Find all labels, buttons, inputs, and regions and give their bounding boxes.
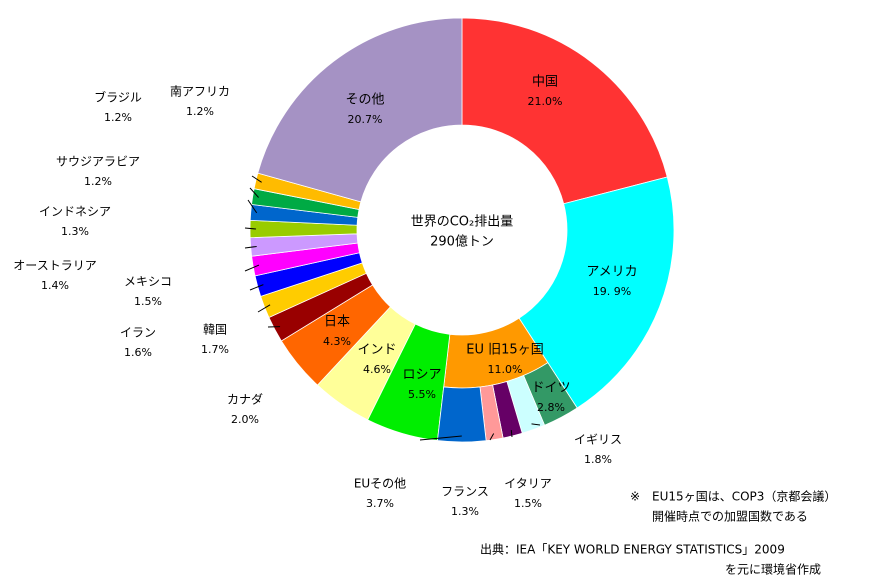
value-label: 2.8% — [537, 401, 565, 414]
slice-label: 日本 — [324, 315, 350, 330]
slice-label: EU 旧15ヶ国 — [466, 343, 543, 358]
sub-slice — [436, 386, 487, 443]
slice-label: イギリス — [574, 433, 622, 447]
slice-label: イタリア — [504, 477, 552, 491]
value-label: 21.0% — [528, 95, 563, 108]
value-label: 1.2% — [104, 111, 132, 124]
value-label: 1.8% — [584, 453, 612, 466]
slice-label: カナダ — [227, 392, 263, 407]
value-label: 1.2% — [186, 105, 214, 118]
center-value: 290億トン — [430, 234, 494, 250]
value-label: 1.5% — [514, 497, 542, 510]
value-label: 5.5% — [408, 388, 436, 401]
leader-line — [244, 227, 257, 230]
source: 出典：IEA「KEY WORLD ENERGY STATISTICS」2009 — [480, 543, 785, 557]
slice-label: 韓国 — [203, 323, 227, 337]
leader-line — [489, 433, 495, 441]
slice-label: ブラジル — [94, 90, 142, 105]
slice-label: ロシア — [402, 368, 441, 383]
slice-label: その他 — [345, 93, 384, 108]
leader-line — [244, 245, 257, 249]
slice — [461, 17, 668, 205]
leader-line — [244, 264, 260, 272]
value-label: 1.3% — [451, 505, 479, 518]
value-label: 1.3% — [61, 225, 89, 238]
leader-line — [257, 304, 271, 313]
note: ※ EU15ヶ国は、COP3（京都会議） — [630, 490, 836, 504]
slice-label: メキシコ — [124, 275, 172, 289]
slice-label: ドイツ — [531, 381, 570, 396]
value-label: 3.7% — [366, 497, 394, 510]
value-label: 1.5% — [134, 295, 162, 308]
slice-label: 南アフリカ — [170, 84, 230, 99]
slice-label: オーストラリア — [13, 259, 96, 273]
source: を元に環境省作成 — [725, 562, 821, 577]
slice-label: インドネシア — [39, 205, 111, 219]
value-label: 4.3% — [323, 335, 351, 348]
leader-line — [249, 284, 264, 291]
leader-line — [247, 199, 258, 214]
slice-label: EUその他 — [354, 477, 406, 491]
slice-label: 中国 — [532, 75, 558, 90]
center-title: 世界のCO₂排出量 — [411, 215, 514, 230]
slice-label: インド — [357, 343, 396, 358]
value-label: 11.0% — [488, 363, 523, 376]
leader-line — [249, 187, 259, 198]
value-label: 2.0% — [231, 413, 259, 426]
labels: 中国 21.0% アメリカ 19. 9% EU 旧15ヶ国 11.0% ロシア 5.5% インド… — [13, 75, 637, 519]
slice — [518, 176, 675, 409]
slice — [257, 17, 463, 203]
slice-label: イラン — [120, 326, 156, 340]
slice-label: サウジアラビア — [56, 155, 140, 169]
leader-line — [251, 175, 262, 183]
leader-line — [510, 429, 513, 438]
slice-label: アメリカ — [586, 265, 637, 280]
value-label: 4.6% — [363, 363, 391, 376]
slice-label: フランス — [441, 485, 489, 499]
value-label: 1.2% — [84, 175, 112, 188]
value-label: 19. 9% — [593, 285, 631, 298]
leader-line — [531, 423, 541, 426]
slices — [249, 17, 675, 443]
value-label: 20.7% — [348, 113, 383, 126]
note: 開催時点での加盟国数である — [652, 509, 808, 524]
value-label: 1.6% — [124, 346, 152, 359]
leader-line — [419, 435, 462, 441]
value-label: 1.4% — [41, 279, 69, 292]
value-label: 1.7% — [201, 343, 229, 356]
